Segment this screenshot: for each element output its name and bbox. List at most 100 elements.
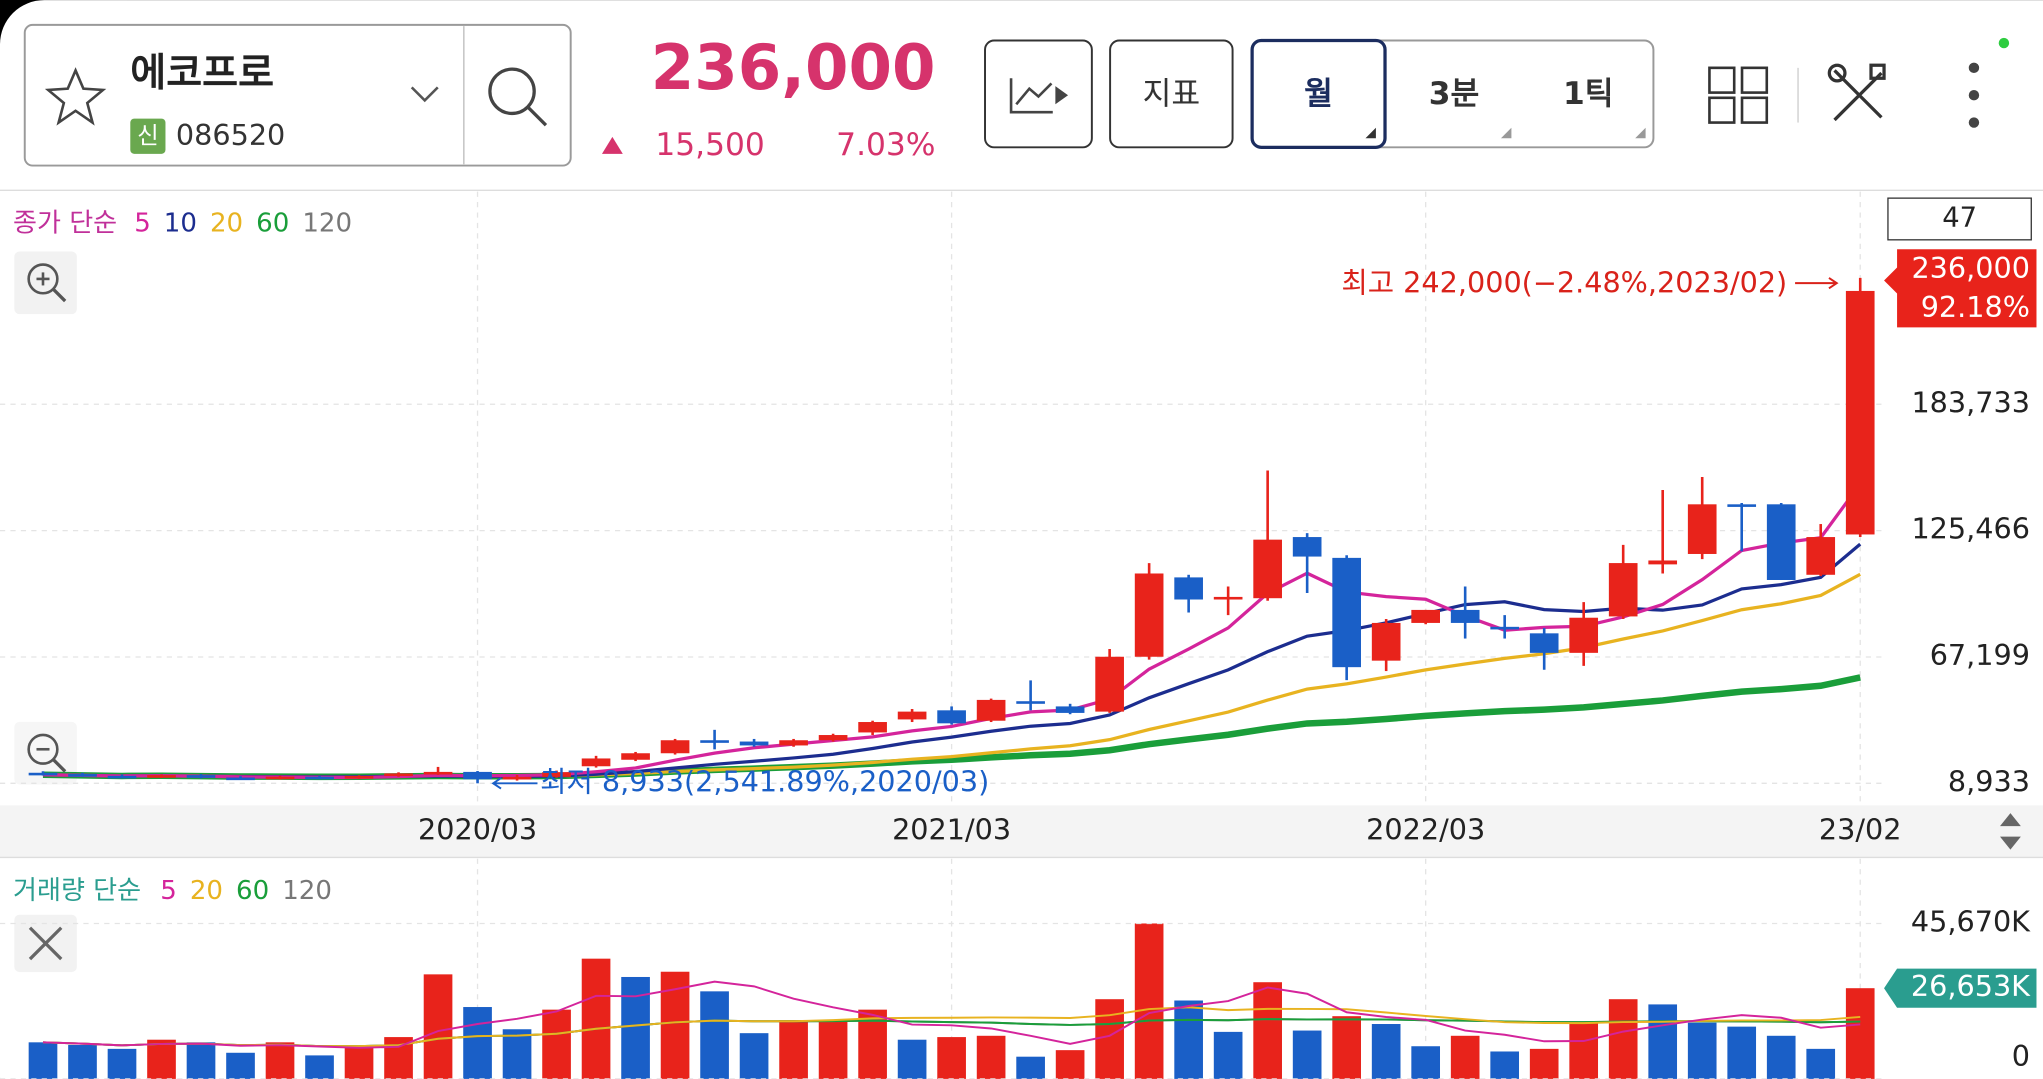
y-tick-label: 0 (2012, 1039, 2030, 1073)
scroll-arrows[interactable] (2000, 813, 2021, 850)
chart-type-button[interactable] (984, 39, 1093, 149)
x-tick-label: 2021/03 (892, 812, 1011, 846)
volume-bar (976, 1035, 1006, 1079)
candle-body (305, 776, 334, 780)
volume-bar (463, 1007, 492, 1079)
layout-icon[interactable] (1708, 66, 1769, 124)
badge-text: 신 (137, 121, 159, 149)
ma-line (42, 1006, 1861, 1048)
status-dot (1998, 37, 2010, 49)
candle-body (660, 740, 690, 754)
volume-bar (700, 991, 729, 1079)
price: 236,000 (651, 31, 936, 104)
candle-body (581, 758, 611, 767)
candle-body (739, 741, 769, 746)
candle-body (1766, 504, 1796, 580)
search-icon[interactable] (488, 67, 548, 127)
candle-body (818, 735, 848, 741)
high-arrow (1795, 277, 1839, 290)
candle-body (621, 753, 650, 760)
ma-legend-title: 종가 단순 (13, 209, 117, 239)
volume-bar (107, 1048, 137, 1079)
candle-body (1371, 622, 1401, 661)
candle-body (344, 776, 374, 779)
y-tick-label: 183,733 (1911, 385, 2030, 419)
corner-mark (1500, 127, 1512, 139)
volume-bar (502, 1029, 532, 1079)
volume-bar (226, 1052, 255, 1079)
period-tick[interactable]: 1틱 (1563, 76, 1614, 112)
y-tick-label: 67,199 (1930, 638, 2030, 672)
x-tick-label: 2020/03 (418, 812, 537, 846)
candle-body (1608, 563, 1638, 617)
candle-body (1727, 504, 1757, 507)
candle-body (28, 772, 58, 776)
stock-name: 에코프로 (130, 51, 274, 96)
period-month[interactable]: 월 (1304, 76, 1333, 112)
volume-bar (542, 1009, 571, 1079)
ma-legend-item: 10 (164, 209, 197, 239)
high-annotation: 최고 242,000(−2.48%,2023/02) (1341, 265, 1787, 299)
ma-legend-item: 60 (236, 876, 269, 906)
volume-bar (28, 1042, 58, 1079)
candle-body (1450, 609, 1480, 623)
last-change: 92.18% (1921, 290, 2030, 324)
volume-bar (423, 974, 453, 1079)
candle-body (1174, 577, 1203, 600)
volume-bar (305, 1055, 334, 1079)
volume-bar (1648, 1004, 1678, 1079)
up-arrow (601, 136, 623, 154)
volume-bar (1253, 982, 1282, 1079)
volume-bar (1727, 1026, 1757, 1079)
volume-bar (1766, 1035, 1796, 1079)
candle-body (384, 773, 413, 777)
last-price-tag (1884, 249, 2037, 328)
dropdown-icon[interactable] (410, 86, 439, 103)
corner-mark (1635, 127, 1646, 139)
volume-bar (581, 958, 611, 1079)
volume-bar (779, 1020, 808, 1079)
star-icon[interactable] (44, 67, 107, 126)
volume-bar (68, 1044, 97, 1079)
candle-body (463, 771, 492, 780)
period-3min[interactable]: 3분 (1429, 76, 1480, 112)
ma-legend-item: 120 (302, 209, 352, 239)
candle-body (1529, 633, 1559, 653)
zoom-in[interactable] (14, 251, 77, 315)
candle-body (1411, 609, 1441, 623)
candle-body (1213, 596, 1243, 600)
candle-body (1687, 504, 1717, 554)
ma-legend-item: 60 (256, 209, 289, 239)
volume-bar (1371, 1024, 1401, 1079)
stock-code: 086520 (176, 118, 285, 152)
tools-icon[interactable] (1827, 63, 1886, 122)
volume-bar (1016, 1056, 1045, 1079)
change-pct: 7.03% (836, 127, 935, 163)
volume-bar (1213, 1031, 1243, 1079)
candle-body (542, 772, 571, 777)
candle-body (976, 699, 1006, 721)
volume-bar (1845, 988, 1875, 1079)
period-selected[interactable] (1250, 38, 1387, 149)
volume-bar (1529, 1048, 1559, 1079)
volume-bar (1806, 1048, 1836, 1079)
indicator-button[interactable] (1109, 39, 1234, 149)
close-icon[interactable] (14, 914, 77, 973)
corner-mark (1365, 127, 1376, 139)
candle-body (1845, 290, 1875, 535)
candle-body (186, 775, 216, 778)
candle-body (779, 740, 808, 746)
zoom-out[interactable] (14, 721, 77, 785)
volume-bar (1292, 1030, 1322, 1079)
ma-line (42, 980, 1861, 1049)
candle-body (1016, 701, 1045, 704)
candle-body (107, 775, 137, 779)
last-volume-tag (1884, 968, 2037, 1008)
volume-bar (818, 1020, 848, 1079)
candle-body (1134, 573, 1164, 657)
badge (130, 118, 166, 154)
candle-body (1569, 617, 1599, 653)
more-icon[interactable] (1968, 62, 1980, 128)
candle-body (147, 775, 176, 778)
ma-legend-item: 120 (282, 876, 332, 906)
